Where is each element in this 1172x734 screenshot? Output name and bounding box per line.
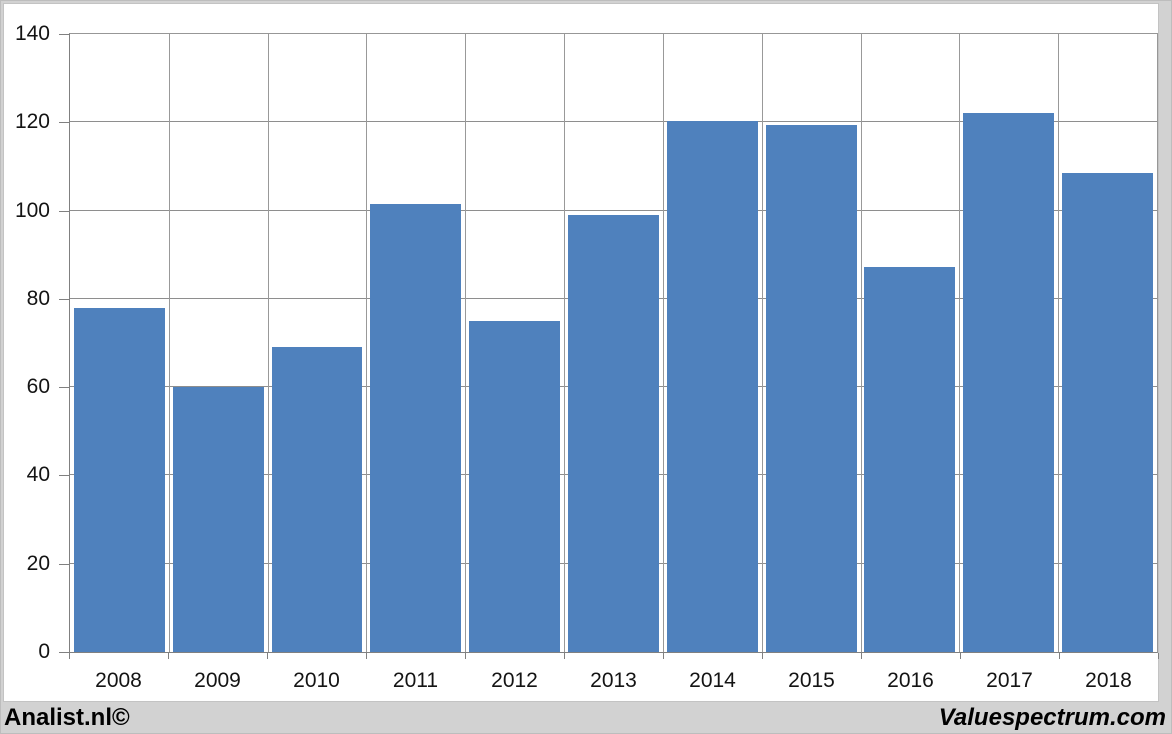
- bar-column-2013: [564, 34, 663, 652]
- x-axis-label-2016: 2016: [887, 669, 934, 692]
- x-axis-tick: [69, 653, 70, 659]
- bar-columns: [70, 34, 1157, 652]
- x-axis-label-2009: 2009: [194, 669, 241, 692]
- y-axis-tick: [59, 652, 69, 653]
- bar-column-2011: [366, 34, 465, 652]
- x-axis-label-2008: 2008: [95, 669, 142, 692]
- gridline-vertical: [761, 34, 763, 652]
- x-axis-label-2012: 2012: [491, 669, 538, 692]
- gridline-horizontal: [70, 209, 1157, 211]
- bar-2016: [864, 267, 956, 652]
- y-axis-label: 20: [26, 551, 50, 575]
- x-axis-tick: [960, 653, 961, 659]
- x-axis-tick: [663, 653, 664, 659]
- x-axis-label-2017: 2017: [986, 669, 1033, 692]
- x-axis-tick: [564, 653, 565, 659]
- gridline-vertical: [959, 34, 961, 652]
- bar-column-2015: [762, 34, 861, 652]
- bar-2008: [73, 307, 165, 652]
- x-axis-label-2015: 2015: [788, 669, 835, 692]
- x-axis-tick: [168, 653, 169, 659]
- x-axis-label-2010: 2010: [293, 669, 340, 692]
- gridline-vertical: [662, 34, 664, 652]
- x-axis-tick: [1158, 653, 1159, 659]
- gridline-vertical: [465, 34, 467, 652]
- bar-2010: [271, 347, 363, 652]
- y-axis-tick: [59, 34, 69, 35]
- y-axis-label: 120: [14, 110, 50, 134]
- bar-column-2010: [268, 34, 367, 652]
- x-axis-tick: [762, 653, 763, 659]
- gridline-vertical: [267, 34, 269, 652]
- bar-column-2017: [959, 34, 1058, 652]
- gridline-vertical: [366, 34, 368, 652]
- x-axis-label-2013: 2013: [590, 669, 637, 692]
- x-axis-tick: [861, 653, 862, 659]
- gridline-horizontal: [70, 121, 1157, 123]
- y-axis-label: 100: [14, 198, 50, 222]
- bar-column-2014: [663, 34, 762, 652]
- x-axis-label-2014: 2014: [689, 669, 736, 692]
- y-axis-tick: [59, 475, 69, 477]
- bar-column-2009: [169, 34, 268, 652]
- bar-2018: [1062, 172, 1153, 652]
- bar-2012: [469, 320, 561, 652]
- y-axis-label: 140: [14, 22, 50, 45]
- gridline-vertical: [860, 34, 862, 652]
- y-axis-label: 60: [26, 375, 50, 399]
- bar-column-2008: [70, 34, 169, 652]
- bar-2013: [568, 215, 659, 652]
- bar-2009: [172, 387, 264, 652]
- y-axis-tick: [59, 210, 69, 212]
- chart-canvas: 0 20 40 60 80 100 120 140 2008 2009 2010 2011 2012 20…: [3, 3, 1159, 702]
- y-axis-tick: [59, 122, 69, 124]
- footer-strip: Analist.nl© Valuespectrum.com: [0, 702, 1172, 734]
- y-axis-label: 0: [38, 640, 50, 663]
- x-axis-tick: [1059, 653, 1060, 659]
- bar-2015: [765, 125, 857, 652]
- plot-area: [69, 33, 1158, 653]
- x-axis-tick: [267, 653, 268, 659]
- bar-column-2016: [861, 34, 960, 652]
- y-axis-label: 40: [26, 463, 50, 487]
- gridline-vertical: [1058, 34, 1060, 652]
- x-axis-tick: [366, 653, 367, 659]
- gridline-vertical: [564, 34, 566, 652]
- bar-column-2012: [465, 34, 564, 652]
- y-axis-tick: [59, 298, 69, 300]
- bar-2017: [963, 113, 1055, 652]
- y-axis-tick: [59, 387, 69, 389]
- gridline-vertical: [168, 34, 170, 652]
- bar-2014: [666, 120, 758, 652]
- bar-2011: [370, 203, 462, 652]
- y-axis-tick: [59, 563, 69, 565]
- x-axis-labels: 2008 2009 2010 2011 2012 2013 2014 2015 2016 2017…: [69, 668, 1158, 694]
- x-axis-label-2018: 2018: [1085, 669, 1132, 692]
- x-axis-tick: [465, 653, 466, 659]
- x-axis-label-2011: 2011: [392, 669, 439, 692]
- valuespectrum-credit: Valuespectrum.com: [938, 704, 1166, 731]
- bar-column-2018: [1058, 34, 1157, 652]
- y-axis-label: 80: [26, 286, 50, 310]
- analist-credit: Analist.nl©: [4, 704, 130, 731]
